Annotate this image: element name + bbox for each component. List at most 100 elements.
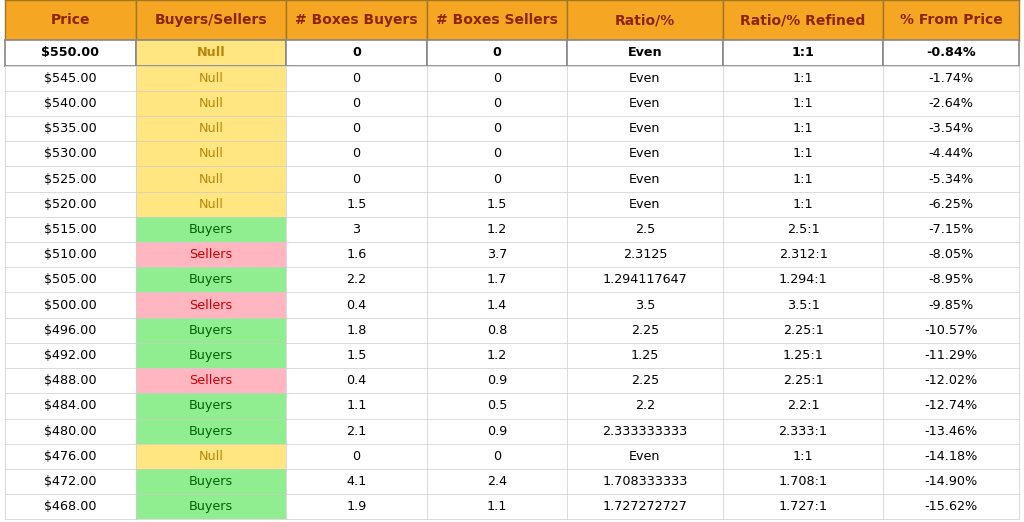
Text: 2.2: 2.2 xyxy=(635,399,655,412)
Text: $545.00: $545.00 xyxy=(44,72,96,85)
Text: 2.312:1: 2.312:1 xyxy=(778,248,827,261)
Text: 2.1: 2.1 xyxy=(346,424,367,437)
Text: 3.5:1: 3.5:1 xyxy=(786,299,819,312)
Text: Even: Even xyxy=(629,450,660,463)
Text: 0: 0 xyxy=(493,72,501,85)
Text: 2.25:1: 2.25:1 xyxy=(782,374,823,387)
Text: Null: Null xyxy=(199,72,223,85)
Text: Even: Even xyxy=(629,172,660,185)
Text: 1.4: 1.4 xyxy=(486,299,507,312)
Text: 3.7: 3.7 xyxy=(486,248,507,261)
Text: 1.6: 1.6 xyxy=(346,248,367,261)
Text: 0.4: 0.4 xyxy=(346,299,367,312)
Text: -14.18%: -14.18% xyxy=(925,450,978,463)
Text: $488.00: $488.00 xyxy=(44,374,96,387)
Text: 1.9: 1.9 xyxy=(346,500,367,513)
Text: Buyers: Buyers xyxy=(188,500,233,513)
Text: $535.00: $535.00 xyxy=(44,122,96,135)
Text: 0: 0 xyxy=(352,147,360,160)
Text: -14.90%: -14.90% xyxy=(925,475,978,488)
Text: 1.5: 1.5 xyxy=(346,349,367,362)
Text: Buyers: Buyers xyxy=(188,424,233,437)
Text: 2.333:1: 2.333:1 xyxy=(778,424,827,437)
Text: -10.57%: -10.57% xyxy=(925,324,978,337)
Text: 0: 0 xyxy=(493,46,502,60)
Text: 0.8: 0.8 xyxy=(486,324,507,337)
Text: 2.333333333: 2.333333333 xyxy=(602,424,688,437)
Text: 2.5:1: 2.5:1 xyxy=(786,223,819,236)
Text: $510.00: $510.00 xyxy=(44,248,96,261)
Text: 2.25: 2.25 xyxy=(631,374,659,387)
Text: -8.05%: -8.05% xyxy=(929,248,974,261)
Text: Buyers: Buyers xyxy=(188,399,233,412)
Text: 0.9: 0.9 xyxy=(486,424,507,437)
Text: 0: 0 xyxy=(352,72,360,85)
Text: Buyers: Buyers xyxy=(188,475,233,488)
Text: -5.34%: -5.34% xyxy=(929,172,974,185)
Text: 0: 0 xyxy=(352,97,360,110)
Text: 0: 0 xyxy=(352,172,360,185)
Text: 1:1: 1:1 xyxy=(793,122,813,135)
Text: 3.5: 3.5 xyxy=(635,299,655,312)
Text: 0.5: 0.5 xyxy=(486,399,507,412)
Text: Null: Null xyxy=(199,172,223,185)
Text: -6.25%: -6.25% xyxy=(929,198,974,211)
Text: 0: 0 xyxy=(493,122,501,135)
Text: Even: Even xyxy=(629,97,660,110)
Text: $520.00: $520.00 xyxy=(44,198,96,211)
Text: $525.00: $525.00 xyxy=(44,172,96,185)
Text: Even: Even xyxy=(629,72,660,85)
Text: 0.4: 0.4 xyxy=(346,374,367,387)
Text: -8.95%: -8.95% xyxy=(929,274,974,287)
Text: 0: 0 xyxy=(493,97,501,110)
Text: 1:1: 1:1 xyxy=(793,72,813,85)
Text: 1:1: 1:1 xyxy=(793,172,813,185)
Text: $480.00: $480.00 xyxy=(44,424,96,437)
Text: 2.5: 2.5 xyxy=(635,223,655,236)
Text: $505.00: $505.00 xyxy=(44,274,96,287)
Text: 1.8: 1.8 xyxy=(346,324,367,337)
Text: Null: Null xyxy=(197,46,225,60)
Text: $515.00: $515.00 xyxy=(44,223,96,236)
Text: Price: Price xyxy=(50,13,90,27)
Text: $468.00: $468.00 xyxy=(44,500,96,513)
Text: % From Price: % From Price xyxy=(900,13,1002,27)
Text: -4.44%: -4.44% xyxy=(929,147,974,160)
Text: 1:1: 1:1 xyxy=(793,97,813,110)
Text: Even: Even xyxy=(628,46,663,60)
Text: -2.64%: -2.64% xyxy=(929,97,974,110)
Text: 0: 0 xyxy=(493,172,501,185)
Text: Sellers: Sellers xyxy=(189,248,232,261)
Text: Null: Null xyxy=(199,198,223,211)
Text: 1.294117647: 1.294117647 xyxy=(602,274,687,287)
Text: 1.5: 1.5 xyxy=(346,198,367,211)
Text: -12.02%: -12.02% xyxy=(925,374,978,387)
Text: # Boxes Sellers: # Boxes Sellers xyxy=(436,13,558,27)
Text: -15.62%: -15.62% xyxy=(925,500,978,513)
Text: 3: 3 xyxy=(352,223,360,236)
Text: -11.29%: -11.29% xyxy=(925,349,978,362)
Text: 0: 0 xyxy=(352,450,360,463)
Text: $496.00: $496.00 xyxy=(44,324,96,337)
Text: Even: Even xyxy=(629,147,660,160)
Text: 1.25:1: 1.25:1 xyxy=(782,349,823,362)
Text: 0: 0 xyxy=(493,450,501,463)
Text: Buyers: Buyers xyxy=(188,349,233,362)
Text: 1:1: 1:1 xyxy=(793,198,813,211)
Text: -7.15%: -7.15% xyxy=(929,223,974,236)
Text: $500.00: $500.00 xyxy=(44,299,96,312)
Text: 1.2: 1.2 xyxy=(486,223,507,236)
Text: -13.46%: -13.46% xyxy=(925,424,978,437)
Text: $484.00: $484.00 xyxy=(44,399,96,412)
Text: 1.708333333: 1.708333333 xyxy=(602,475,688,488)
Text: 0: 0 xyxy=(352,122,360,135)
Text: Buyers: Buyers xyxy=(188,274,233,287)
Text: Null: Null xyxy=(199,147,223,160)
Text: -12.74%: -12.74% xyxy=(925,399,978,412)
Text: Sellers: Sellers xyxy=(189,299,232,312)
Text: 1:1: 1:1 xyxy=(792,46,814,60)
Text: 2.25: 2.25 xyxy=(631,324,659,337)
Text: 1.708:1: 1.708:1 xyxy=(778,475,827,488)
Text: -1.74%: -1.74% xyxy=(929,72,974,85)
Text: 0: 0 xyxy=(352,46,360,60)
